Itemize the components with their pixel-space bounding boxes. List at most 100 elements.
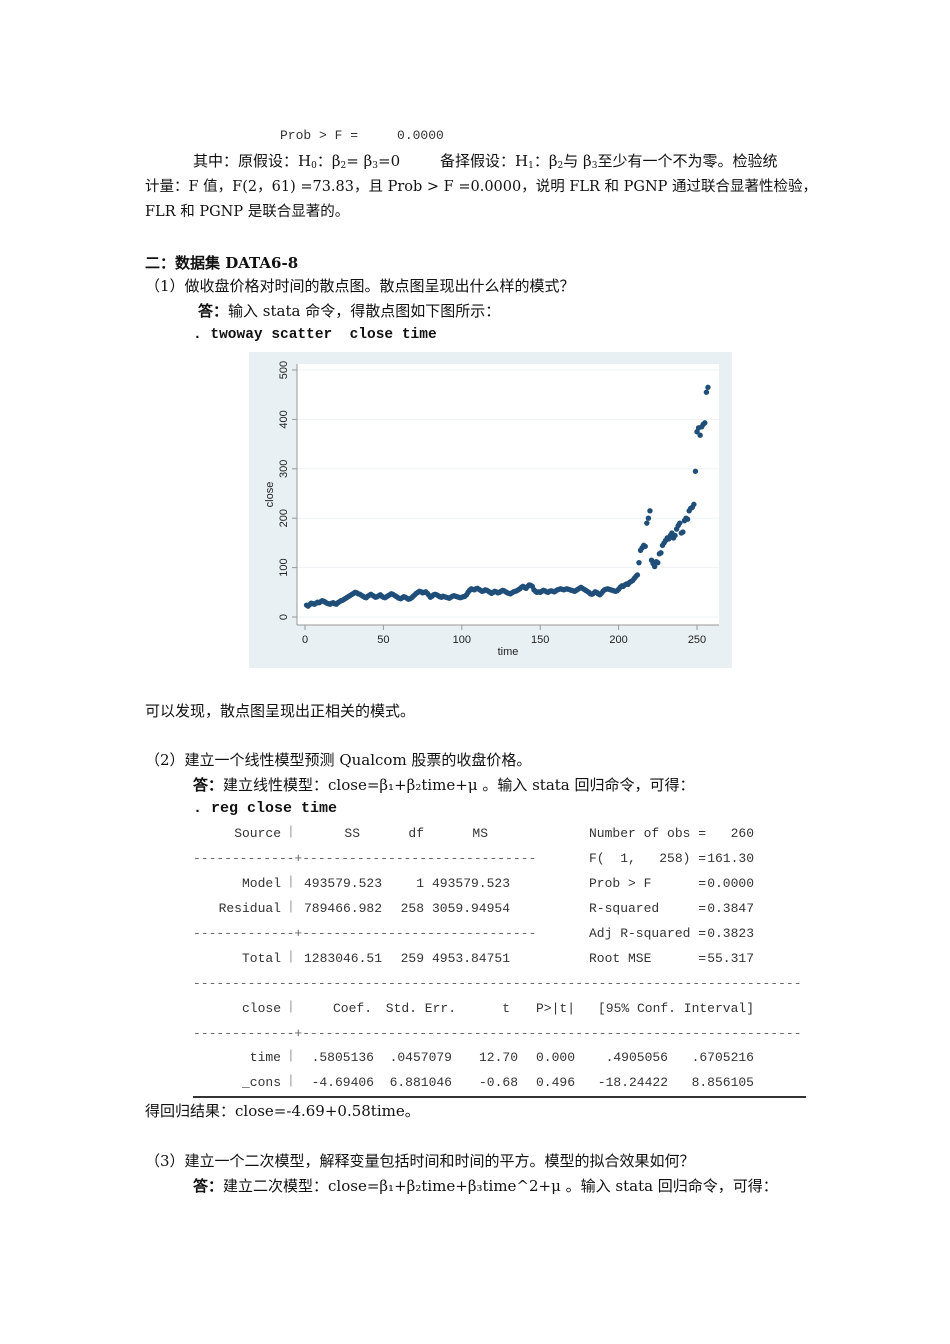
data-point [684,516,691,522]
h1-beta3-subscript: 3 [591,161,598,171]
x-tick-label: 0 [302,634,308,646]
anova-row-source: Residual [218,901,281,916]
question-3: （3）建立一个二次模型，解释变量包括时间和时间的平方。模型的拟合效果如何？ [145,1152,695,1170]
y-tick-label: 100 [278,558,290,576]
anova-total-source: Total [241,951,281,966]
anova-divider: | [287,874,295,889]
f-test-line: 计量：F 值，F(2，61) =73.83，且 Prob > F =0.0000… [145,179,818,195]
coef-header-t: t [502,1001,510,1016]
data-point [697,432,703,438]
answer-1-text: 输入 stata 命令，得散点图如下图所示： [228,302,501,320]
h0-zero: =0 [378,152,401,170]
scatter-plot-svg: 0 100 200 300 400 500 0 50 100 150 200 250 time close [264,361,719,658]
y-tick-label: 400 [278,410,290,428]
answer-3: 答：建立二次模型：close=β₁+β₂time+β₃time^2+μ 。输入 … [193,1176,778,1196]
coef-row-se: .0457079 [389,1050,452,1065]
data-point [705,384,711,390]
data-point [702,420,708,426]
fit-stat-value: 260 [730,826,754,841]
coef-divider: | [287,1073,295,1088]
joint-significance-line: FLR 和 PGNP 是联合显著的。 [145,204,350,220]
stata-command-scatter: . twoway scatter close time [193,327,437,343]
coef-row-var: _cons [241,1075,281,1090]
coef-header-coef: Coef. [332,1001,372,1016]
regression-result: 得回归结果：close=-4.69+0.58time。 [145,1102,420,1120]
data-point [672,532,678,539]
coef-row-p: 0.496 [535,1075,575,1090]
h1-suffix: 至少有一个不为零。检验统 [597,152,778,170]
fit-stat-value: 161.30 [707,851,754,866]
fit-stat-value: 0.3847 [707,901,754,916]
data-point [680,529,686,535]
y-tick-label: 0 [278,614,290,620]
fit-stat-label: Adj R-squared = [589,926,707,941]
fit-stat-label: R-squared = [589,901,707,916]
data-point [645,515,652,521]
coef-full-separator: ----------------------------------------… [193,976,802,991]
data-point [644,520,650,526]
data-point [677,520,683,526]
x-tick-label: 200 [609,634,627,646]
anova-total-ms: 4953.84751 [431,951,510,966]
fit-stat-label: Number of obs = [589,826,707,841]
data-point [691,501,697,508]
coef-separator: -------------+--------------------------… [193,1026,802,1041]
conclusion-1: 可以发现，散点图呈现出正相关的模式。 [145,702,416,720]
data-point [642,543,648,550]
anova-divider: | [287,824,295,839]
answer-3-text: 建立二次模型：close=β₁+β₂time+β₃time^2+μ 。输入 st… [223,1177,778,1195]
hypothesis-line: 其中：原假设：H0：β2= β3=0 [193,151,400,176]
anova-row-ms: 3059.94954 [431,901,510,916]
coef-row-t: 12.70 [478,1050,518,1065]
h1-beta2-subscript: 2 [557,161,564,171]
anova-separator: -------------+--------------------------… [193,926,537,941]
h1-and-beta: 与 β [563,152,592,170]
h0-prefix: 其中：原假设：H [193,152,312,170]
answer-2-text: 建立线性模型：close=β₁+β₂time+μ 。输入 stata 回归命令，… [223,776,695,794]
y-tick-label: 500 [278,361,290,379]
data-point [636,559,642,566]
fit-stat-label: Prob > F = [589,876,707,891]
table-bottom-rule [193,1096,806,1098]
anova-row-df: 1 [416,876,424,891]
data-point [647,508,653,514]
coef-header-ci: [95% Conf. Interval] [597,1001,754,1016]
scatter-chart: 0 100 200 300 400 500 0 50 100 150 200 250 time close [249,352,732,668]
h1-subscript: 1 [528,161,534,171]
answer-1: 答：输入 stata 命令，得散点图如下图所示： [198,301,500,321]
fit-stat-value: 0.0000 [707,876,754,891]
anova-row-ms: 493579.523 [431,876,510,891]
anova-row-source: Model [241,876,281,891]
y-tick-label: 300 [278,460,290,478]
beta3-subscript: 3 [372,161,378,171]
x-tick-label: 50 [377,634,389,646]
x-tick-label: 250 [688,634,706,646]
answer-label: 答： [193,776,224,794]
coef-row-coef: .5805136 [311,1050,374,1065]
coef-divider: | [287,999,295,1014]
coef-row-p: 0.000 [535,1050,575,1065]
fit-stat-value: 0.3823 [707,926,754,941]
anova-row-ss: 493579.523 [303,876,382,891]
anova-total-ss: 1283046.51 [303,951,382,966]
data-point [634,572,641,578]
answer-label: 答： [193,1177,224,1195]
coef-row-ci-low: -18.24422 [597,1075,668,1090]
beta2-subscript: 2 [340,161,347,171]
data-point [692,468,699,474]
plot-area [297,364,719,625]
fit-stat-label: F( 1, 258) = [589,851,707,866]
coef-header-depvar: close [241,1001,281,1016]
question-2: （2）建立一个线性模型预测 Qualcom 股票的收盘价格。 [145,751,532,769]
anova-total-df: 259 [400,951,424,966]
anova-row-df: 258 [400,901,424,916]
h0-beta: ：β [316,152,341,170]
x-tick-label: 100 [453,634,471,646]
fit-stat-value: 55.317 [707,951,754,966]
anova-divider: | [287,899,295,914]
section-heading: 二：数据集 DATA6-8 [145,254,299,272]
anova-header-ms: MS [472,826,488,841]
h0-subscript: 0 [311,161,317,171]
h0-beta3: = β [346,152,373,170]
data-point [658,550,664,556]
